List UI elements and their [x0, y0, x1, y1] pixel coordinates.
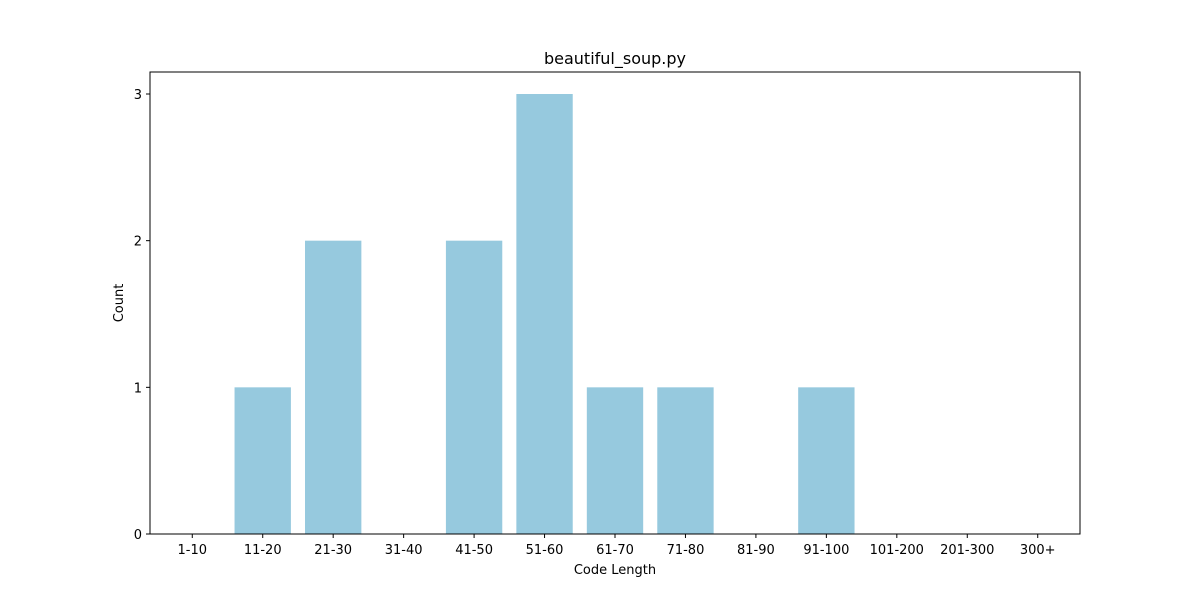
- y-tick-label: 2: [134, 235, 142, 250]
- x-tick-label: 91-100: [803, 543, 849, 558]
- chart-title: beautiful_soup.py: [544, 49, 686, 69]
- y-tick-label: 0: [134, 528, 142, 543]
- bar-61-70: [586, 387, 644, 534]
- x-tick-label: 300+: [1020, 543, 1056, 558]
- x-tick-label: 71-80: [667, 543, 705, 558]
- x-tick-label: 51-60: [526, 543, 564, 558]
- x-tick-label: 21-30: [314, 543, 352, 558]
- bar-91-100: [798, 387, 855, 534]
- bar-41-50: [445, 240, 503, 534]
- x-tick-label: 31-40: [385, 543, 423, 558]
- y-axis-label: Count: [112, 284, 127, 323]
- y-axis: 0 1 2 3: [134, 88, 150, 543]
- x-tick-label: 41-50: [455, 543, 493, 558]
- bar-51-60: [516, 94, 573, 534]
- x-tick-label: 1-10: [178, 543, 208, 558]
- x-tick-label: 61-70: [596, 543, 634, 558]
- bar-21-30: [305, 240, 362, 534]
- x-tick-label: 81-90: [737, 543, 775, 558]
- bar-11-20: [234, 387, 291, 534]
- x-tick-label: 101-200: [870, 543, 924, 558]
- y-tick-label: 1: [134, 381, 142, 396]
- x-tick-label: 11-20: [244, 543, 282, 558]
- x-tick-label: 201-300: [940, 543, 994, 558]
- bars-group: [234, 94, 855, 534]
- x-axis-label: Code Length: [574, 563, 656, 578]
- y-tick-label: 3: [134, 88, 142, 103]
- bar-71-80: [657, 387, 714, 534]
- x-axis: 1-10 11-20 21-30 31-40 41-50 51-60 61-70 71-80 8…: [178, 534, 1056, 558]
